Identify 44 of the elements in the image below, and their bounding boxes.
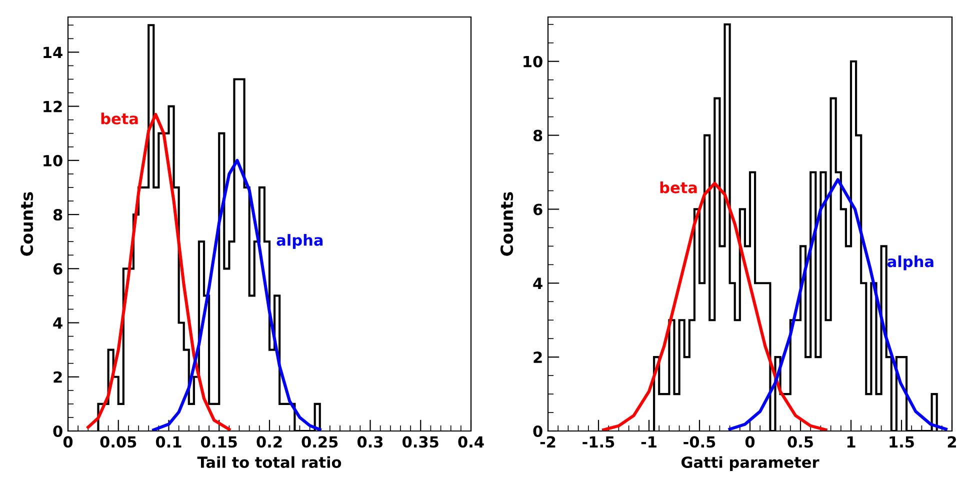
x-tick-label: 2 (948, 436, 956, 448)
y-tick-label: 2 (54, 371, 62, 383)
y-tick-label: 6 (533, 204, 542, 216)
series-label: alpha (276, 234, 323, 249)
y-tick-label: 4 (533, 278, 542, 289)
y-tick-label: 14 (44, 46, 62, 58)
line-series (86, 112, 231, 431)
x-axis-title: Tail to total ratio (197, 456, 342, 468)
y-tick-label: 4 (53, 317, 62, 329)
x-tick-label: 0 (745, 436, 755, 448)
x-tick-label: 0.2 (256, 436, 282, 448)
x-tick-label: 0.05 (100, 436, 136, 448)
x-axis-title: Gatti parameter (681, 456, 820, 471)
x-tick-label: -1 (641, 436, 656, 448)
series-label: alpha (888, 255, 934, 270)
x-tick-label: 0.25 (302, 436, 338, 448)
line-series (602, 182, 828, 431)
y-axis-title: Counts (500, 192, 514, 256)
y-tick-label: 12 (44, 100, 62, 112)
y-tick-label: 10 (44, 154, 62, 166)
y-tick-label: 8 (53, 208, 62, 221)
y-tick-label: 8 (533, 130, 542, 142)
x-tick-label: -1.5 (582, 436, 614, 448)
x-tick-label: 0.1 (156, 436, 182, 448)
y-tick-label: 6 (53, 263, 62, 275)
x-tick-label: 1.5 (890, 436, 914, 448)
y-tick-label: 0 (53, 425, 62, 438)
x-tick-label: 0.5 (788, 436, 813, 448)
y-tick-label: 2 (534, 352, 542, 363)
x-tick-label: 0.4 (458, 436, 484, 448)
line-series (728, 178, 948, 431)
series-label: beta (101, 112, 138, 124)
x-tick-label: -2 (540, 436, 556, 448)
line-series (152, 158, 322, 431)
x-tick-label: 1 (847, 436, 856, 448)
y-tick-label: 10 (524, 56, 542, 68)
x-tick-label: 0.15 (201, 436, 237, 448)
series-label: beta (660, 182, 697, 194)
x-tick-label: 0 (63, 436, 73, 448)
x-tick-label: 0.3 (357, 436, 383, 448)
y-tick-label: 0 (533, 425, 542, 438)
x-tick-label: -0.5 (684, 436, 716, 448)
y-axis-title: Counts (20, 192, 34, 256)
x-tick-label: 0.35 (402, 436, 438, 448)
